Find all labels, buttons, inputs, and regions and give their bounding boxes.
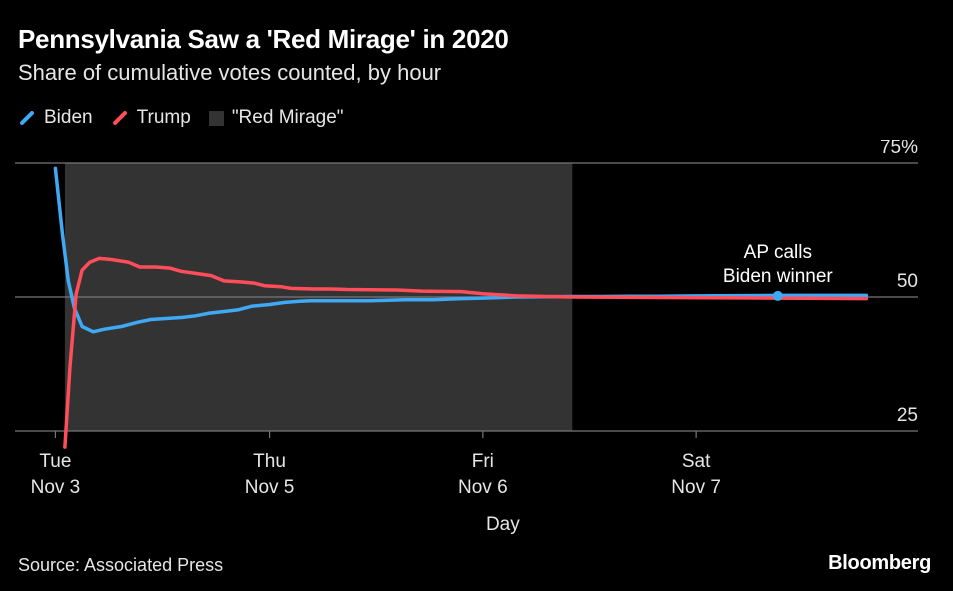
bloomberg-logo: Bloomberg: [828, 552, 931, 574]
source-note: Source: Associated Press: [18, 555, 224, 575]
x-tick-label-2-1: Nov 6: [458, 477, 508, 498]
x-tick-label-0-1: Nov 3: [31, 477, 81, 498]
x-tick-label-2-0: Fri: [472, 451, 494, 472]
x-tick-label-3-1: Nov 7: [671, 477, 721, 498]
series-line-trump: [63, 256, 869, 449]
x-tick-label-3-0: Sat: [682, 451, 711, 472]
legend-label-trump: Trump: [136, 107, 191, 128]
legend-label-biden: Biden: [44, 107, 93, 128]
legend-label-red-mirage: "Red Mirage": [231, 107, 344, 128]
y-tick-label-75: 75%: [880, 140, 918, 158]
x-tick-label-1-1: Nov 5: [245, 477, 295, 498]
annotation-label-0: AP calls: [744, 242, 812, 263]
legend: Biden Trump "Red Mirage": [18, 106, 362, 130]
legend-item-trump: Trump: [111, 107, 191, 129]
annotation-label-1: Biden winner: [723, 266, 834, 287]
chart-subtitle: Share of cumulative votes counted, by ho…: [18, 60, 442, 85]
legend-swatch-biden: [19, 110, 35, 126]
chart-title: Pennsylvania Saw a 'Red Mirage' in 2020: [18, 24, 509, 54]
x-axis-title: Day: [486, 514, 520, 535]
x-tick-label-0-0: Tue: [39, 451, 71, 472]
y-tick-label-25: 25: [897, 405, 918, 426]
legend-item-red-mirage: "Red Mirage": [208, 107, 344, 129]
y-tick-label-50: 50: [897, 271, 918, 292]
line-chart: 75% 50 25 Tue Nov 3 Thu Nov 5 Fri Nov 6 Sat Nov 7 D…: [15, 140, 918, 535]
legend-swatch-trump: [111, 110, 128, 126]
x-tick-label-1-0: Thu: [253, 451, 286, 472]
legend-swatch-red-mirage: [208, 110, 224, 126]
legend-item-biden: Biden: [18, 107, 93, 129]
ap-call-marker: [772, 290, 783, 301]
